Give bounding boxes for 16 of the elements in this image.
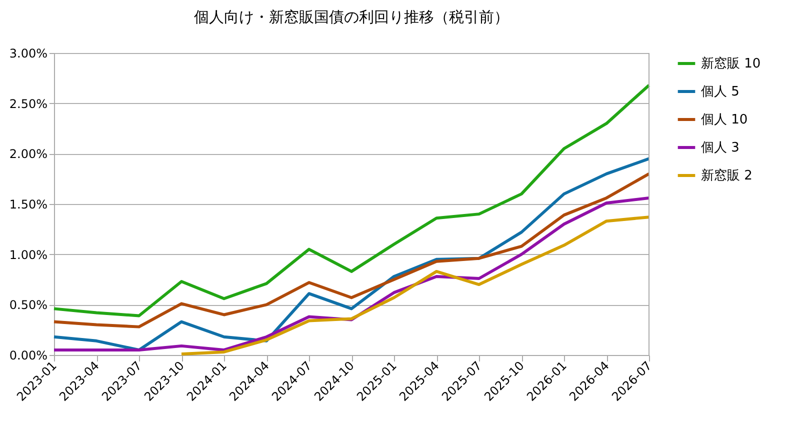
y-tick-label: 2.00% bbox=[9, 147, 48, 162]
y-tick-label: 2.50% bbox=[9, 96, 48, 111]
legend-label: 個人 5 bbox=[701, 84, 740, 100]
y-tick-label: 0.50% bbox=[9, 298, 48, 312]
legend-label: 新窓販 2 bbox=[701, 168, 752, 184]
legend-label: 個人 3 bbox=[701, 140, 740, 156]
y-tick-label: 1.50% bbox=[9, 198, 48, 212]
legend-label: 新窓販 10 bbox=[701, 56, 761, 72]
chart-title: 個人向け・新窓販国債の利回り推移（税引前） bbox=[194, 8, 509, 26]
y-tick-label: 0.00% bbox=[9, 348, 48, 362]
y-tick-label: 1.00% bbox=[9, 248, 48, 262]
legend-label: 個人 10 bbox=[701, 112, 748, 128]
y-tick-label: 3.00% bbox=[9, 46, 48, 60]
line-series bbox=[52, 172, 650, 328]
line-series bbox=[180, 216, 650, 356]
line-series bbox=[52, 84, 650, 318]
